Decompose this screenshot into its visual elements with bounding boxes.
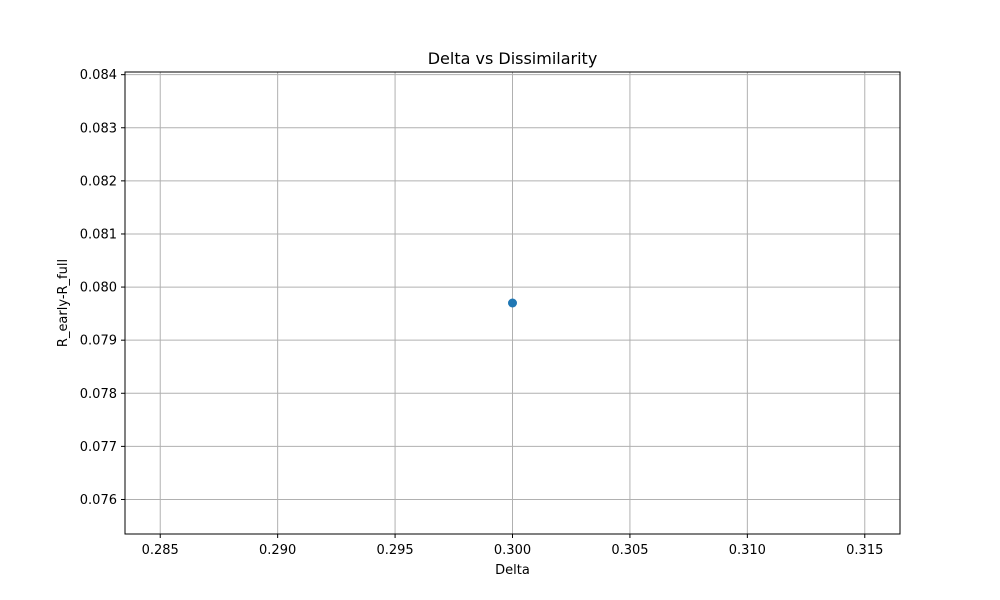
x-tick-label: 0.300 (494, 543, 531, 558)
y-tick-label: 0.077 (80, 440, 117, 455)
points-layer (508, 298, 517, 308)
x-tick-label: 0.285 (142, 543, 179, 558)
y-tick-label: 0.082 (80, 174, 117, 189)
x-tick-label: 0.310 (729, 543, 766, 558)
y-tick-label: 0.080 (80, 281, 117, 296)
x-tick-label: 0.305 (611, 543, 648, 558)
y-tick-label: 0.079 (80, 334, 117, 349)
y-tick-label: 0.083 (80, 121, 117, 136)
x-tick-label: 0.315 (846, 543, 883, 558)
y-axis-label: R_early-R_full (56, 259, 71, 347)
ticks-layer: 0.285 0.290 0.295 0.300 0.305 0.310 0.315 0.076… (80, 68, 884, 558)
y-tick-label: 0.076 (80, 493, 117, 508)
x-axis-label: Delta (495, 563, 530, 578)
grid-layer (125, 72, 900, 534)
data-point (508, 298, 517, 308)
y-tick-label: 0.084 (80, 68, 117, 83)
x-tick-label: 0.295 (376, 543, 413, 558)
x-tick-label: 0.290 (259, 543, 296, 558)
chart-title: Delta vs Dissimilarity (428, 49, 598, 68)
y-tick-label: 0.081 (80, 227, 117, 242)
y-tick-label: 0.078 (80, 387, 117, 402)
